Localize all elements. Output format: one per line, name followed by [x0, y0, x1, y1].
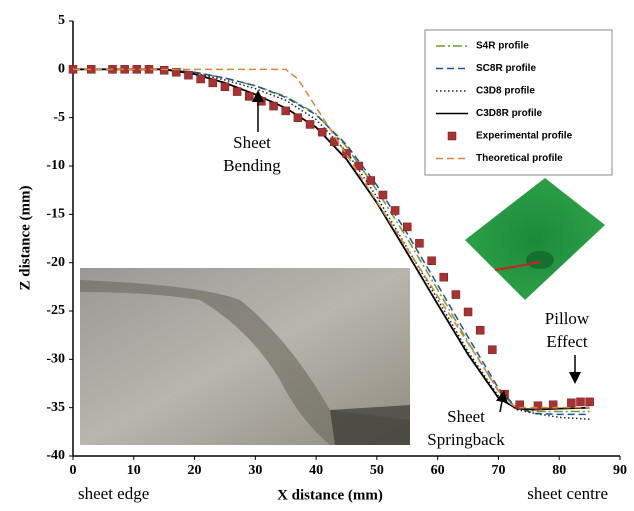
- data-point: [197, 75, 205, 83]
- y-tick-label: -10: [46, 158, 65, 173]
- annotation: sheet edge: [78, 484, 149, 503]
- data-point: [452, 291, 460, 299]
- data-point: [233, 88, 241, 96]
- data-point: [415, 239, 423, 247]
- data-point: [282, 107, 290, 115]
- legend-label: C3D8R profile: [476, 108, 543, 119]
- data-point: [428, 257, 436, 265]
- annotation: Sheet: [233, 133, 271, 152]
- x-tick-label: 70: [491, 463, 505, 478]
- y-axis-label: Z distance (mm): [17, 186, 33, 291]
- y-tick-label: -25: [46, 303, 65, 318]
- data-point: [440, 273, 448, 281]
- legend-marker: [448, 132, 456, 140]
- x-tick-label: 20: [188, 463, 202, 478]
- inset-photo: [80, 268, 410, 445]
- data-point: [184, 71, 192, 79]
- data-point: [367, 177, 375, 185]
- y-tick-label: -15: [46, 207, 65, 222]
- annotation: Springback: [427, 430, 505, 449]
- legend-label: C3D8 profile: [476, 86, 535, 97]
- inset-model: [465, 178, 605, 300]
- y-tick-label: 5: [58, 13, 65, 28]
- data-point: [391, 206, 399, 214]
- data-point: [245, 92, 253, 100]
- annotation: Effect: [546, 332, 587, 351]
- chart: X distance (mm) Z distance (mm) 0 10 20 30 4…: [0, 0, 634, 511]
- data-point: [567, 399, 575, 407]
- annotation: Pillow: [545, 309, 590, 328]
- legend-label: SC8R profile: [476, 63, 536, 74]
- data-point: [209, 79, 217, 87]
- data-point: [403, 223, 411, 231]
- x-tick-label: 90: [613, 463, 627, 478]
- x-tick-label: 0: [70, 463, 77, 478]
- legend-label: Theoretical profile: [476, 153, 563, 164]
- data-point: [379, 191, 387, 199]
- annotation: Sheet: [447, 407, 485, 426]
- data-point: [160, 66, 168, 74]
- data-point: [534, 402, 542, 410]
- data-point: [270, 102, 278, 110]
- data-point: [488, 346, 496, 354]
- y-tick-label: -30: [46, 352, 65, 367]
- y-tick-label: 0: [58, 62, 65, 77]
- x-tick-label: 80: [552, 463, 566, 478]
- data-point: [476, 326, 484, 334]
- data-point: [221, 83, 229, 91]
- annotation: Bending: [223, 156, 281, 175]
- data-point: [294, 114, 302, 122]
- legend-label: Experimental profile: [476, 131, 573, 142]
- x-tick-label: 50: [370, 463, 384, 478]
- x-tick-label: 60: [431, 463, 445, 478]
- y-tick-label: -35: [46, 400, 65, 415]
- x-tick-label: 10: [127, 463, 141, 478]
- x-axis-label: X distance (mm): [277, 487, 383, 503]
- x-tick-label: 30: [248, 463, 262, 478]
- x-tick-label: 40: [309, 463, 323, 478]
- data-point: [306, 120, 314, 128]
- data-point: [576, 398, 584, 406]
- y-tick-label: -5: [53, 110, 65, 125]
- legend-label: S4R profile: [476, 41, 529, 52]
- data-point: [318, 128, 326, 136]
- y-tick-label: -20: [46, 255, 65, 270]
- data-point: [464, 308, 472, 316]
- data-point: [586, 398, 594, 406]
- annotation: sheet centre: [527, 484, 608, 503]
- y-tick-label: -40: [46, 448, 65, 463]
